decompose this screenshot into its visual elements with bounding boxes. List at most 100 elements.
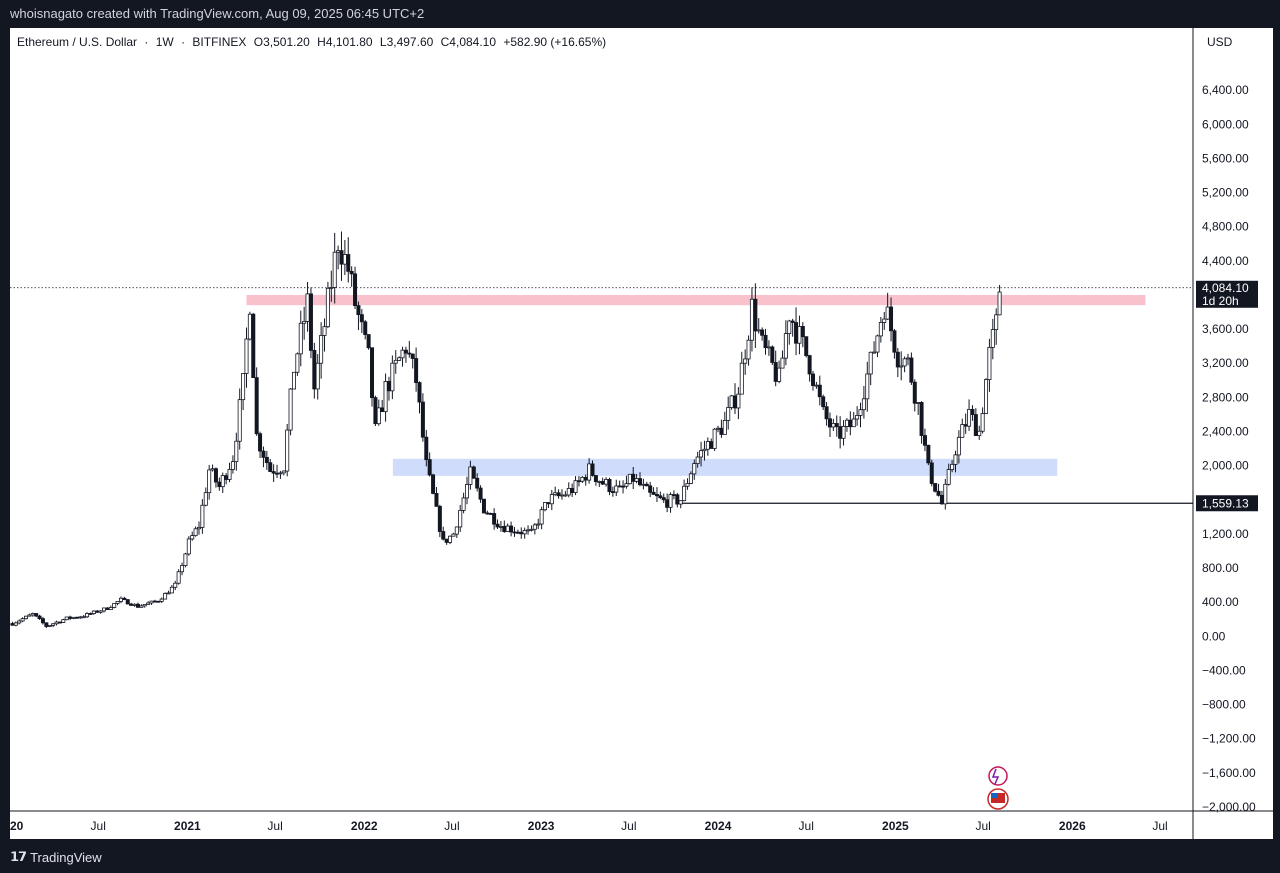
price-tick-label: 6,000.00 — [1202, 117, 1249, 131]
candle-body — [424, 436, 429, 461]
candle-body — [152, 600, 157, 603]
time-tick-label: Jul — [621, 819, 636, 833]
candle-body — [163, 593, 168, 600]
candle-body — [68, 616, 73, 619]
candle-body — [994, 314, 999, 330]
candle-body — [526, 529, 531, 532]
candle-body — [54, 621, 59, 625]
candle-body — [17, 620, 22, 624]
bolt-icon — [991, 768, 1000, 785]
candle-body — [604, 479, 609, 485]
candle-body — [244, 338, 249, 374]
candle-body — [692, 463, 697, 475]
candle-body — [488, 513, 493, 515]
candle-body — [20, 618, 25, 622]
candle-body — [855, 415, 860, 420]
tradingview-logo[interactable]: 𝟭𝟳 TradingView — [10, 849, 102, 865]
candle-body — [468, 466, 473, 485]
candle-body — [61, 619, 66, 623]
candle-body — [278, 472, 283, 475]
candle-body — [210, 468, 215, 471]
candle-body — [207, 469, 212, 494]
current-price-tag — [1196, 280, 1258, 308]
candle-body — [420, 401, 425, 438]
candle-body — [559, 494, 564, 497]
candle-body — [587, 463, 592, 481]
candle-body — [905, 357, 910, 360]
candle-body — [549, 494, 554, 505]
candle-body — [563, 494, 568, 497]
flag-stripes-icon — [991, 793, 1005, 803]
candle-body — [261, 450, 266, 458]
chart-panel[interactable]: 6,400.00 6,000.00 5,600.00 5,200.00 4,800.00… — [10, 28, 1273, 839]
candle-body — [366, 334, 371, 349]
candle-body — [142, 604, 147, 607]
candle-body — [505, 525, 510, 532]
candle-body — [722, 420, 727, 435]
candle-body — [190, 535, 195, 540]
candle-body — [566, 488, 571, 496]
candle-body — [407, 352, 412, 355]
candle-body — [176, 571, 181, 584]
price-tick-label: 1,200.00 — [1202, 527, 1249, 541]
candle-body — [654, 494, 659, 497]
low-value: L3,497.60 — [379, 35, 434, 49]
candle-body — [183, 553, 188, 566]
candle-body — [349, 270, 354, 275]
candle-body — [583, 476, 588, 481]
time-tick-label: Jul — [975, 819, 990, 833]
candle-body — [987, 346, 992, 380]
time-tick-label: 2022 — [351, 819, 378, 833]
candle-body — [431, 474, 436, 494]
time-tick-label: 2021 — [174, 819, 201, 833]
candle-body — [688, 473, 693, 484]
candle-body — [827, 418, 832, 428]
candle-body — [180, 565, 185, 573]
candle-body — [770, 346, 775, 363]
candle-body — [777, 367, 782, 382]
candle-body — [146, 602, 151, 605]
candle-body — [895, 351, 900, 368]
price-tick-label: 2,800.00 — [1202, 390, 1249, 404]
candle-body — [726, 407, 731, 421]
candle-body — [997, 291, 1002, 316]
candle-body — [34, 613, 39, 617]
candle-body — [732, 395, 737, 409]
candle-body — [461, 497, 466, 511]
candle-body — [498, 526, 503, 528]
candle-body — [74, 616, 79, 619]
candle-body — [984, 379, 989, 414]
candle-body — [889, 306, 894, 332]
candle-body — [702, 448, 707, 452]
candle-body — [139, 605, 144, 608]
candle-body — [390, 362, 395, 392]
candle-body — [112, 603, 117, 608]
candle-body — [766, 346, 771, 349]
time-tick-label: Jul — [799, 819, 814, 833]
candle-body — [475, 477, 480, 489]
candle-body — [166, 592, 171, 595]
high-value: H4,101.80 — [317, 35, 373, 49]
candle-body — [197, 526, 202, 530]
candle-body — [135, 603, 140, 608]
candle-body — [519, 531, 524, 535]
candle-body — [885, 306, 890, 320]
candle-body — [648, 485, 653, 493]
candle-body — [451, 533, 456, 537]
candle-body — [658, 495, 663, 499]
candle-body — [790, 320, 795, 323]
candle-body — [794, 322, 799, 344]
candle-body — [129, 603, 134, 606]
candle-body — [251, 313, 256, 379]
candle-body — [573, 480, 578, 493]
candle-body — [851, 418, 856, 428]
candle-body — [23, 615, 28, 620]
candle-body — [912, 381, 917, 404]
candle-body — [230, 461, 235, 470]
candle-body — [512, 531, 517, 534]
candle-body — [241, 373, 246, 401]
price-chart[interactable]: 6,400.00 6,000.00 5,600.00 5,200.00 4,800.00… — [10, 28, 1273, 839]
price-tick-label: 3,600.00 — [1202, 322, 1249, 336]
candle-body — [821, 396, 826, 408]
candle-body — [651, 491, 656, 495]
